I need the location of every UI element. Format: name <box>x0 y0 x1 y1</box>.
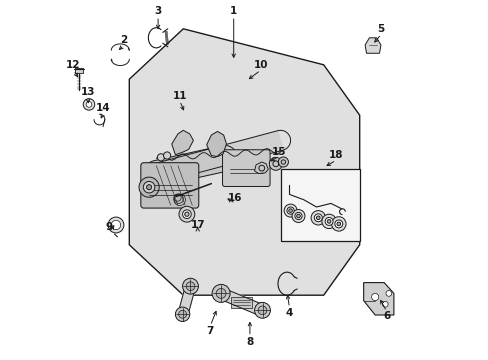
Circle shape <box>336 222 340 226</box>
Circle shape <box>284 204 296 217</box>
Circle shape <box>108 217 123 233</box>
Circle shape <box>382 301 387 307</box>
Polygon shape <box>206 131 226 157</box>
Circle shape <box>286 207 294 214</box>
Circle shape <box>146 185 151 190</box>
Text: 9: 9 <box>106 222 113 232</box>
Circle shape <box>139 177 159 197</box>
Text: 15: 15 <box>271 147 285 157</box>
Circle shape <box>294 212 302 220</box>
Text: 17: 17 <box>190 220 204 230</box>
Bar <box>231 297 251 308</box>
Circle shape <box>334 220 342 228</box>
Polygon shape <box>153 131 283 183</box>
Text: 16: 16 <box>228 193 242 203</box>
Text: 12: 12 <box>66 60 81 70</box>
Circle shape <box>258 306 266 315</box>
Circle shape <box>371 293 378 301</box>
Text: 5: 5 <box>377 24 384 34</box>
Circle shape <box>269 157 282 170</box>
Polygon shape <box>219 288 264 316</box>
FancyBboxPatch shape <box>141 163 199 208</box>
Circle shape <box>175 307 189 321</box>
Circle shape <box>111 220 121 230</box>
Circle shape <box>86 102 92 107</box>
Circle shape <box>321 214 336 229</box>
Circle shape <box>278 157 288 167</box>
Polygon shape <box>171 130 193 155</box>
Circle shape <box>385 291 391 296</box>
Circle shape <box>83 99 95 110</box>
Circle shape <box>310 211 325 225</box>
Circle shape <box>182 278 198 294</box>
Text: 14: 14 <box>96 103 110 113</box>
Circle shape <box>288 209 292 212</box>
Circle shape <box>254 302 270 318</box>
Circle shape <box>216 288 225 298</box>
Circle shape <box>179 206 194 222</box>
Text: 6: 6 <box>382 311 389 321</box>
Text: 10: 10 <box>253 60 267 70</box>
FancyBboxPatch shape <box>222 150 269 186</box>
Circle shape <box>326 220 330 223</box>
Circle shape <box>143 181 155 193</box>
Circle shape <box>331 217 346 231</box>
Text: 11: 11 <box>172 91 186 101</box>
Circle shape <box>178 310 186 318</box>
Circle shape <box>291 210 305 222</box>
Circle shape <box>314 214 322 222</box>
Circle shape <box>316 216 320 220</box>
Polygon shape <box>363 283 393 315</box>
Text: 3: 3 <box>154 6 162 16</box>
Text: 7: 7 <box>206 326 214 336</box>
Circle shape <box>296 214 300 218</box>
Circle shape <box>186 282 194 291</box>
Polygon shape <box>153 146 227 186</box>
Text: 1: 1 <box>230 6 237 16</box>
Circle shape <box>325 217 332 225</box>
Polygon shape <box>178 285 195 315</box>
Text: 4: 4 <box>285 308 293 318</box>
Text: 13: 13 <box>81 87 95 97</box>
Circle shape <box>212 284 230 302</box>
Circle shape <box>184 212 189 216</box>
Polygon shape <box>365 38 380 53</box>
Circle shape <box>182 210 191 219</box>
Text: 18: 18 <box>328 150 343 160</box>
Bar <box>75 68 83 73</box>
Polygon shape <box>129 29 359 295</box>
Bar <box>280 169 359 241</box>
Polygon shape <box>254 162 268 174</box>
Text: 2: 2 <box>120 35 127 45</box>
Text: 8: 8 <box>246 337 253 347</box>
Circle shape <box>163 152 170 159</box>
Circle shape <box>157 154 164 161</box>
